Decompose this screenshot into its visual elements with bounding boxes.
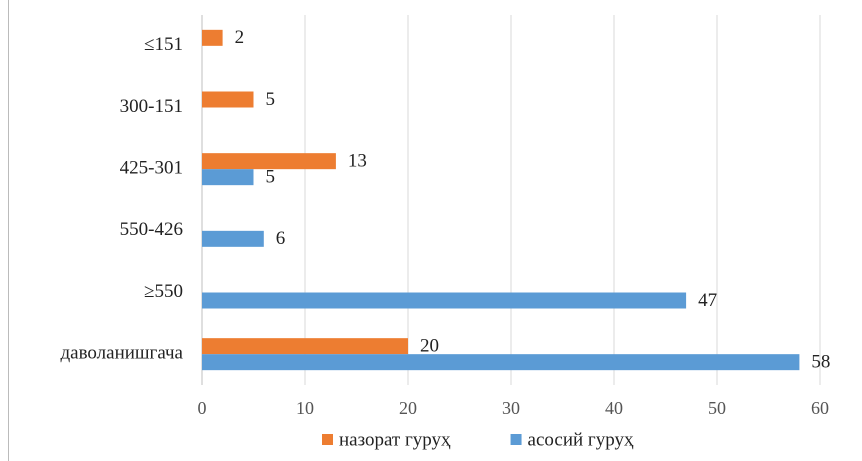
data-label: 5 (266, 89, 276, 110)
bar (202, 338, 408, 355)
data-label: 6 (276, 228, 286, 249)
y-tick-label: 550-426 (120, 219, 183, 240)
x-tick-label: 40 (605, 398, 623, 418)
x-tick-label: 10 (296, 398, 314, 418)
x-tick-label: 60 (811, 398, 829, 418)
legend-label: назорат гуруҳ (339, 429, 451, 450)
x-tick-label: 0 (198, 398, 207, 418)
x-tick-label: 30 (502, 398, 520, 418)
legend-swatch (322, 434, 333, 445)
bar (202, 292, 687, 309)
data-label: 13 (348, 151, 367, 172)
bar (202, 169, 254, 186)
y-tick-label: даволанишгача (60, 343, 183, 364)
x-tick-label: 50 (708, 398, 726, 418)
data-label: 5 (266, 167, 276, 188)
bar (202, 29, 223, 46)
data-label: 20 (420, 336, 439, 357)
y-tick-label: 300-151 (120, 96, 183, 117)
legend-swatch (510, 434, 522, 445)
legend-label: асосий гуруҳ (528, 429, 634, 450)
data-label: 2 (235, 27, 245, 48)
bar (202, 230, 264, 247)
x-tick-label: 20 (399, 398, 417, 418)
y-tick-label: ≤151 (144, 34, 183, 55)
bar (202, 153, 336, 170)
y-tick-label: ≥550 (144, 281, 183, 302)
y-tick-label: 425-301 (120, 158, 183, 179)
bar (202, 354, 800, 371)
bar (202, 91, 254, 108)
data-label: 58 (811, 352, 830, 373)
data-label: 47 (698, 290, 717, 311)
